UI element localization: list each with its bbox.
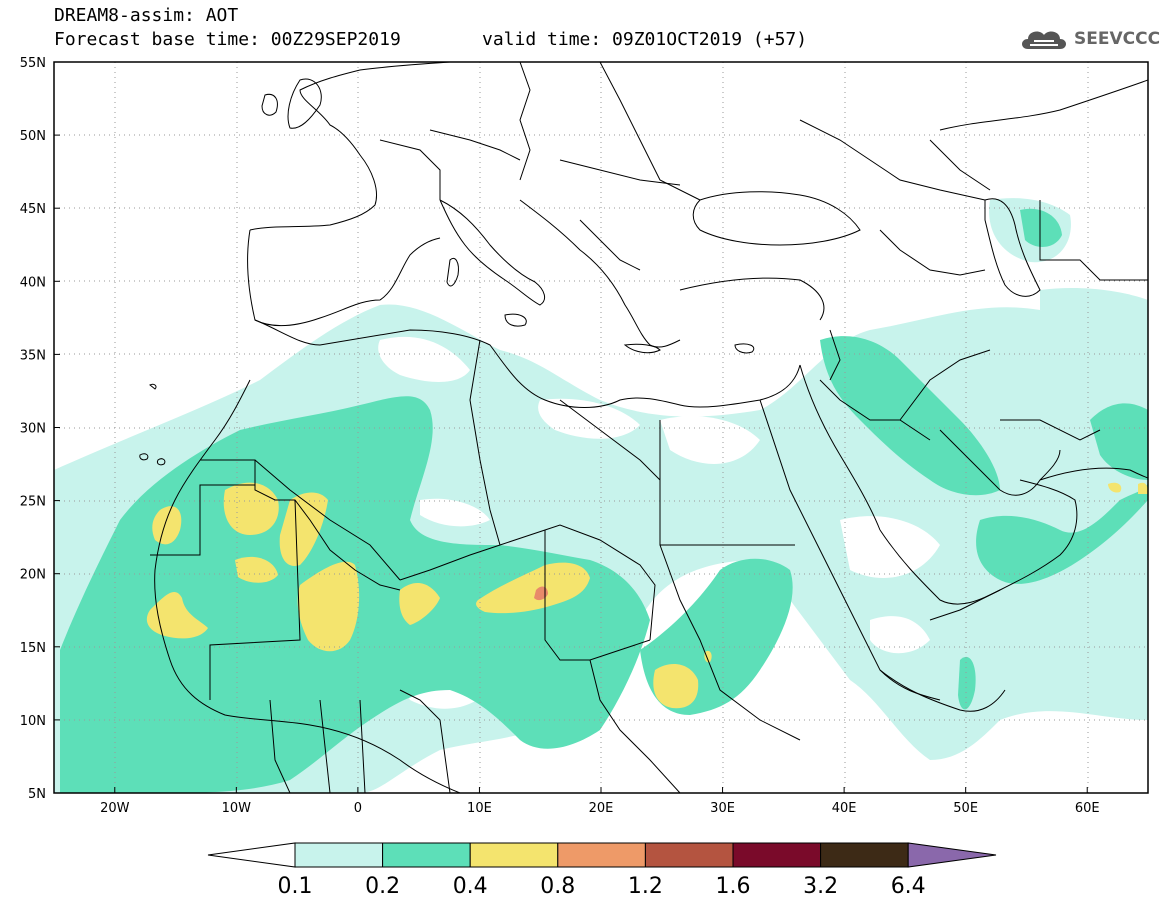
lon-label: 60E [1075, 801, 1100, 816]
colorbar-max-arrow [907, 842, 997, 868]
forecast-base-time: Forecast base time: 00Z29SEP2019 [54, 29, 401, 50]
lat-label: 5N [28, 787, 46, 802]
colorbar-box [557, 842, 646, 868]
colorbar-label: 0.1 [278, 874, 313, 899]
colorbar-label: 3.2 [803, 874, 838, 899]
longitude-labels: 20W 10W 0 10E 20E 30E 40E 50E 60E [100, 787, 1100, 816]
lat-label: 55N [20, 56, 46, 71]
lat-label: 20N [20, 568, 46, 583]
colorbar-label: 0.2 [365, 874, 400, 899]
colorbar-min-arrow [207, 842, 296, 868]
lon-label: 20E [589, 801, 614, 816]
colorbar-label: 0.4 [453, 874, 488, 899]
lat-label: 50N [20, 129, 46, 144]
colorbar-label: 1.6 [716, 874, 751, 899]
lat-label: 15N [20, 641, 46, 656]
seevccc-logo: SEEVCCC [1018, 24, 1160, 54]
colorbar-label: 6.4 [891, 874, 926, 899]
lat-label: 45N [20, 202, 46, 217]
lat-label: 10N [20, 714, 46, 729]
map-title: DREAM8-assim: AOT [54, 5, 239, 26]
lon-label: 40E [832, 801, 857, 816]
colorbar-box [382, 842, 471, 868]
cloud-icon [1022, 31, 1066, 49]
map-grid [54, 62, 1148, 793]
colorbar-labels: 0.1 0.2 0.4 0.8 1.2 1.6 3.2 6.4 [278, 874, 926, 899]
lat-label: 25N [20, 495, 46, 510]
aot-band-0.4-0.8 [146, 482, 1148, 709]
colorbar-label: 0.8 [540, 874, 575, 899]
lon-label: 30E [710, 801, 735, 816]
colorbar-box [644, 842, 734, 868]
lat-label: 35N [20, 348, 46, 363]
lat-label: 40N [20, 275, 46, 290]
lon-label: 10E [467, 801, 492, 816]
colorbar-box [294, 842, 384, 868]
colorbar-label: 1.2 [628, 874, 663, 899]
logo-text: SEEVCCC [1074, 29, 1161, 49]
valid-time: valid time: 09Z01OCT2019 (+57) [482, 29, 808, 50]
latitude-labels: 55N 50N 45N 40N 35N 30N 25N 20N 15N 10N 5N [20, 56, 60, 802]
lon-label: 50E [953, 801, 978, 816]
colorbar-box [820, 842, 909, 868]
colorbar-box [469, 842, 559, 868]
lon-label: 20W [100, 801, 130, 816]
lon-label: 10W [222, 801, 252, 816]
aot-colorbar [207, 842, 997, 868]
coastlines-and-borders [139, 62, 1148, 793]
lat-label: 30N [20, 422, 46, 437]
lon-label: 0 [354, 801, 362, 816]
colorbar-box [732, 842, 822, 868]
